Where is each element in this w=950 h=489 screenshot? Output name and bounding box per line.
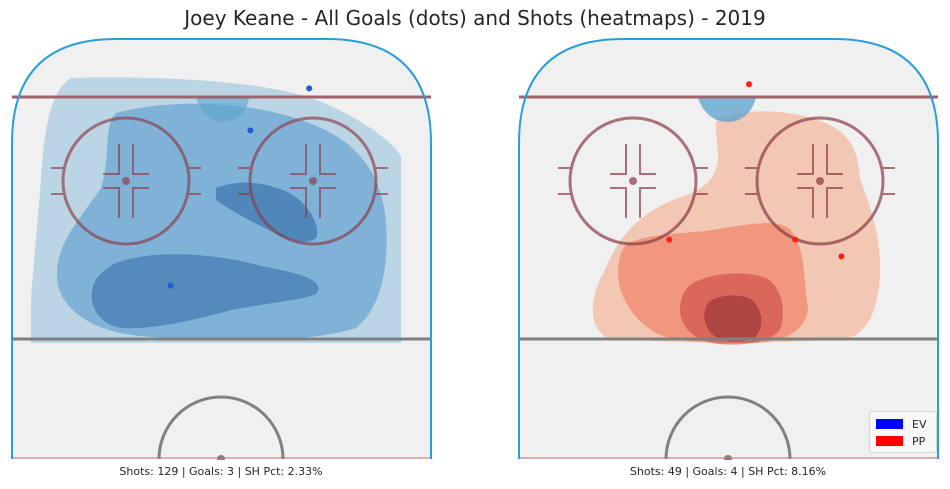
legend-swatch-pp (876, 436, 903, 446)
goal-dots-ev (167, 85, 313, 289)
heatmap-level-4 (216, 182, 318, 242)
goal-dot (306, 85, 313, 92)
faceoff-circle-right (238, 116, 388, 246)
legend-label-pp: PP (912, 434, 926, 448)
heatmap-level-3 (91, 254, 319, 329)
chart-title: Joey Keane - All Goals (dots) and Shots … (184, 6, 766, 30)
goal-dot (838, 253, 845, 260)
stats-caption-ev: Shots: 129 | Goals: 3 | SH Pct: 2.33% (119, 465, 323, 478)
shot-heatmap-pp (592, 98, 880, 345)
legend-swatch-ev (876, 419, 903, 429)
heatmap-crease-blob (196, 98, 249, 122)
legend-item-pp: PP (876, 434, 925, 448)
stats-caption-pp: Shots: 49 | Goals: 4 | SH Pct: 8.16% (629, 465, 827, 478)
center-circle (664, 395, 792, 460)
rink-plot-ev (11, 38, 432, 460)
goal-dots-pp (666, 81, 845, 260)
legend-item-ev: EV (876, 417, 926, 431)
heatmap-crease-blob (698, 98, 756, 122)
faceoff-circle-left (51, 116, 201, 246)
heatmap-level-4 (704, 295, 762, 342)
faceoff-circle-left (558, 116, 708, 246)
faceoff-circle-right (745, 116, 895, 246)
goal-dot (746, 81, 752, 88)
center-circle (157, 395, 285, 460)
goal-dot (247, 127, 254, 134)
goal-dot (167, 282, 174, 289)
rink-boards (11, 38, 432, 459)
rink-surface (12, 39, 431, 459)
goal-dot (792, 236, 799, 243)
rink-plot-pp (518, 38, 939, 460)
rink-boards (518, 38, 939, 459)
goal-dot (666, 236, 673, 243)
shot-heatmap-ev (31, 77, 401, 343)
legend-label-ev: EV (912, 417, 927, 431)
legend: EV PP (869, 411, 937, 453)
